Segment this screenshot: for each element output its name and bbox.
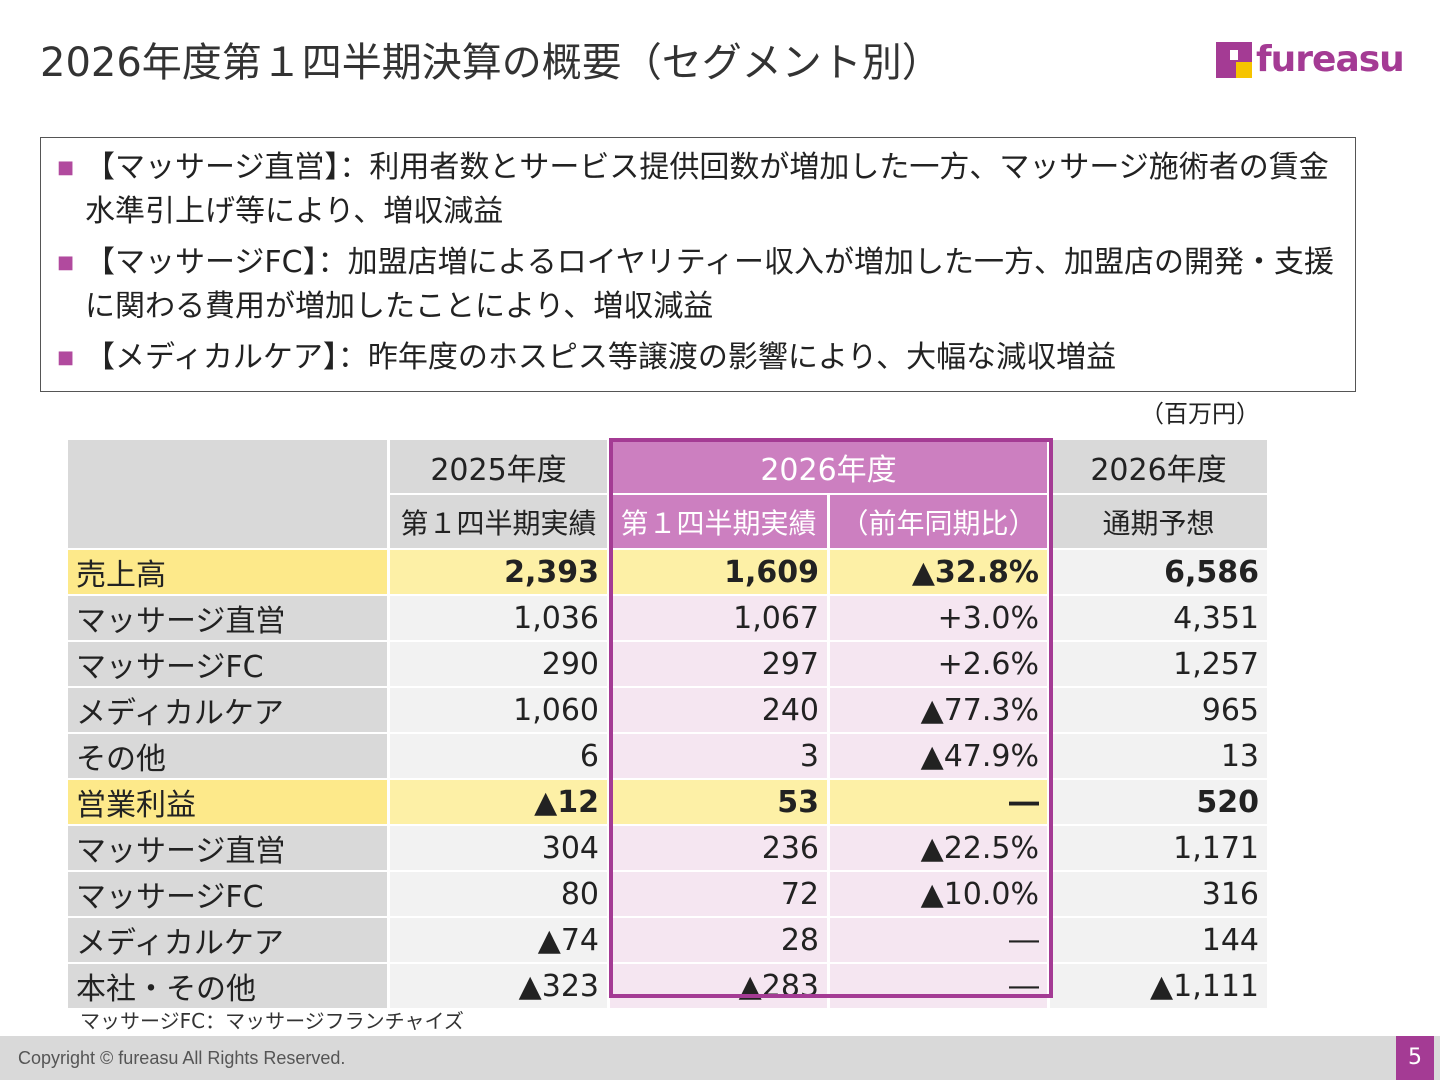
page-title: 2026年度第１四半期決算の概要（セグメント別） <box>40 40 942 86</box>
subheader-yoy: （前年同期比） <box>830 495 1050 550</box>
header-fy26-forecast: 2026年度 <box>1050 440 1270 495</box>
cell-fy26-forecast: 144 <box>1050 918 1270 964</box>
summary-box: ■ 【マッサージ直営】：利用者数とサービス提供回数が増加した一方、マッサージ施術… <box>40 137 1356 392</box>
cell-fy25-q1: 1,060 <box>390 688 610 734</box>
cell-fy26-forecast: 1,171 <box>1050 826 1270 872</box>
summary-bullet-text: 【マッサージ直営】：利用者数とサービス提供回数が増加した一方、マッサージ施術者の… <box>85 150 1329 229</box>
subheader-fy26-forecast: 通期予想 <box>1050 495 1270 550</box>
cell-fy26-q1: 3 <box>610 734 830 780</box>
cell-fy26-q1: ▲283 <box>610 964 830 1010</box>
page-number: 5 <box>1396 1036 1434 1080</box>
summary-bullet: ■ 【メディカルケア】：昨年度のホスピス等譲渡の影響により、大幅な減収増益 <box>57 336 1339 380</box>
cell-yoy: ― <box>830 780 1050 826</box>
cell-fy26-forecast: 316 <box>1050 872 1270 918</box>
table-row: 営業利益 ▲12 53 ― 520 <box>68 780 1270 826</box>
summary-bullet-text: 【マッサージFC】：加盟店増によるロイヤリティー収入が増加した一方、加盟店の開発… <box>85 245 1335 324</box>
cell-fy26-forecast: 4,351 <box>1050 596 1270 642</box>
table-row: メディカルケア ▲74 28 ― 144 <box>68 918 1270 964</box>
cell-fy26-forecast: 965 <box>1050 688 1270 734</box>
header-fy26: 2026年度 <box>610 440 1050 495</box>
cell-fy26-q1: 297 <box>610 642 830 688</box>
row-label: その他 <box>68 734 390 780</box>
cell-fy26-forecast: ▲1,111 <box>1050 964 1270 1010</box>
cell-fy26-q1: 53 <box>610 780 830 826</box>
cell-fy25-q1: ▲12 <box>390 780 610 826</box>
square-bullet-icon: ■ <box>57 252 75 273</box>
table-row: マッサージFC 290 297 +2.6% 1,257 <box>68 642 1270 688</box>
cell-fy26-forecast: 1,257 <box>1050 642 1270 688</box>
header-blank-cell <box>68 440 390 550</box>
row-label: マッサージFC <box>68 642 390 688</box>
cell-fy25-q1: 80 <box>390 872 610 918</box>
segment-results-table: 2025年度 2026年度 2026年度 第１四半期実績 第１四半期実績 （前年… <box>68 440 1270 1010</box>
company-logo: fureasu <box>1216 39 1405 80</box>
table-row: マッサージ直営 304 236 ▲22.5% 1,171 <box>68 826 1270 872</box>
row-label: マッサージ直営 <box>68 826 390 872</box>
cell-fy26-q1: 72 <box>610 872 830 918</box>
cell-fy26-forecast: 13 <box>1050 734 1270 780</box>
footnote: マッサージFC：マッサージフランチャイズ <box>80 1009 464 1033</box>
cell-fy25-q1: 1,036 <box>390 596 610 642</box>
footer-bar: Copyright © fureasu All Rights Reserved.… <box>0 1036 1440 1080</box>
row-label: 営業利益 <box>68 780 390 826</box>
table-row: 本社・その他 ▲323 ▲283 ― ▲1,111 <box>68 964 1270 1010</box>
table-body: 売上高 2,393 1,609 ▲32.8% 6,586 マッサージ直営 1,036 1,06… <box>68 550 1270 1010</box>
summary-bullet-text: 【メディカルケア】：昨年度のホスピス等譲渡の影響により、大幅な減収増益 <box>85 340 1117 375</box>
cell-fy26-forecast: 6,586 <box>1050 550 1270 596</box>
table-header-row: 2025年度 2026年度 2026年度 <box>68 440 1270 550</box>
square-bullet-icon: ■ <box>57 347 75 368</box>
logo-text: fureasu <box>1256 39 1405 80</box>
cell-fy26-q1: 236 <box>610 826 830 872</box>
cell-yoy: ▲22.5% <box>830 826 1050 872</box>
row-label: マッサージFC <box>68 872 390 918</box>
cell-yoy: ▲77.3% <box>830 688 1050 734</box>
cell-yoy: +3.0% <box>830 596 1050 642</box>
subheader-fy25-q1: 第１四半期実績 <box>390 495 610 550</box>
row-label: マッサージ直営 <box>68 596 390 642</box>
cell-yoy: ▲32.8% <box>830 550 1050 596</box>
copyright-text: Copyright © fureasu All Rights Reserved. <box>18 1048 346 1068</box>
table-row: マッサージ直営 1,036 1,067 +3.0% 4,351 <box>68 596 1270 642</box>
table-row: その他 6 3 ▲47.9% 13 <box>68 734 1270 780</box>
table-row: マッサージFC 80 72 ▲10.0% 316 <box>68 872 1270 918</box>
cell-fy25-q1: 304 <box>390 826 610 872</box>
cell-fy25-q1: 2,393 <box>390 550 610 596</box>
cell-yoy: ― <box>830 964 1050 1010</box>
header-fy25: 2025年度 <box>390 440 610 495</box>
cell-fy25-q1: 290 <box>390 642 610 688</box>
subheader-fy26-q1: 第１四半期実績 <box>610 495 830 550</box>
cell-fy26-q1: 28 <box>610 918 830 964</box>
table-row: メディカルケア 1,060 240 ▲77.3% 965 <box>68 688 1270 734</box>
summary-bullet: ■ 【マッサージ直営】：利用者数とサービス提供回数が増加した一方、マッサージ施術… <box>57 146 1339 234</box>
logo-mark-icon <box>1216 42 1252 78</box>
cell-fy26-q1: 240 <box>610 688 830 734</box>
table-row: 売上高 2,393 1,609 ▲32.8% 6,586 <box>68 550 1270 596</box>
cell-fy26-q1: 1,609 <box>610 550 830 596</box>
row-label: メディカルケア <box>68 918 390 964</box>
cell-fy25-q1: ▲74 <box>390 918 610 964</box>
cell-fy26-q1: 1,067 <box>610 596 830 642</box>
row-label: 売上高 <box>68 550 390 596</box>
cell-yoy: ▲10.0% <box>830 872 1050 918</box>
square-bullet-icon: ■ <box>57 157 75 178</box>
unit-label: （百万円） <box>1140 400 1260 428</box>
cell-yoy: ▲47.9% <box>830 734 1050 780</box>
cell-yoy: +2.6% <box>830 642 1050 688</box>
cell-fy25-q1: ▲323 <box>390 964 610 1010</box>
cell-fy25-q1: 6 <box>390 734 610 780</box>
row-label: 本社・その他 <box>68 964 390 1010</box>
table-subheader-row: 第１四半期実績 第１四半期実績 （前年同期比） 通期予想 <box>68 495 1270 550</box>
row-label: メディカルケア <box>68 688 390 734</box>
cell-fy26-forecast: 520 <box>1050 780 1270 826</box>
cell-yoy: ― <box>830 918 1050 964</box>
summary-bullet: ■ 【マッサージFC】：加盟店増によるロイヤリティー収入が増加した一方、加盟店の… <box>57 241 1339 329</box>
